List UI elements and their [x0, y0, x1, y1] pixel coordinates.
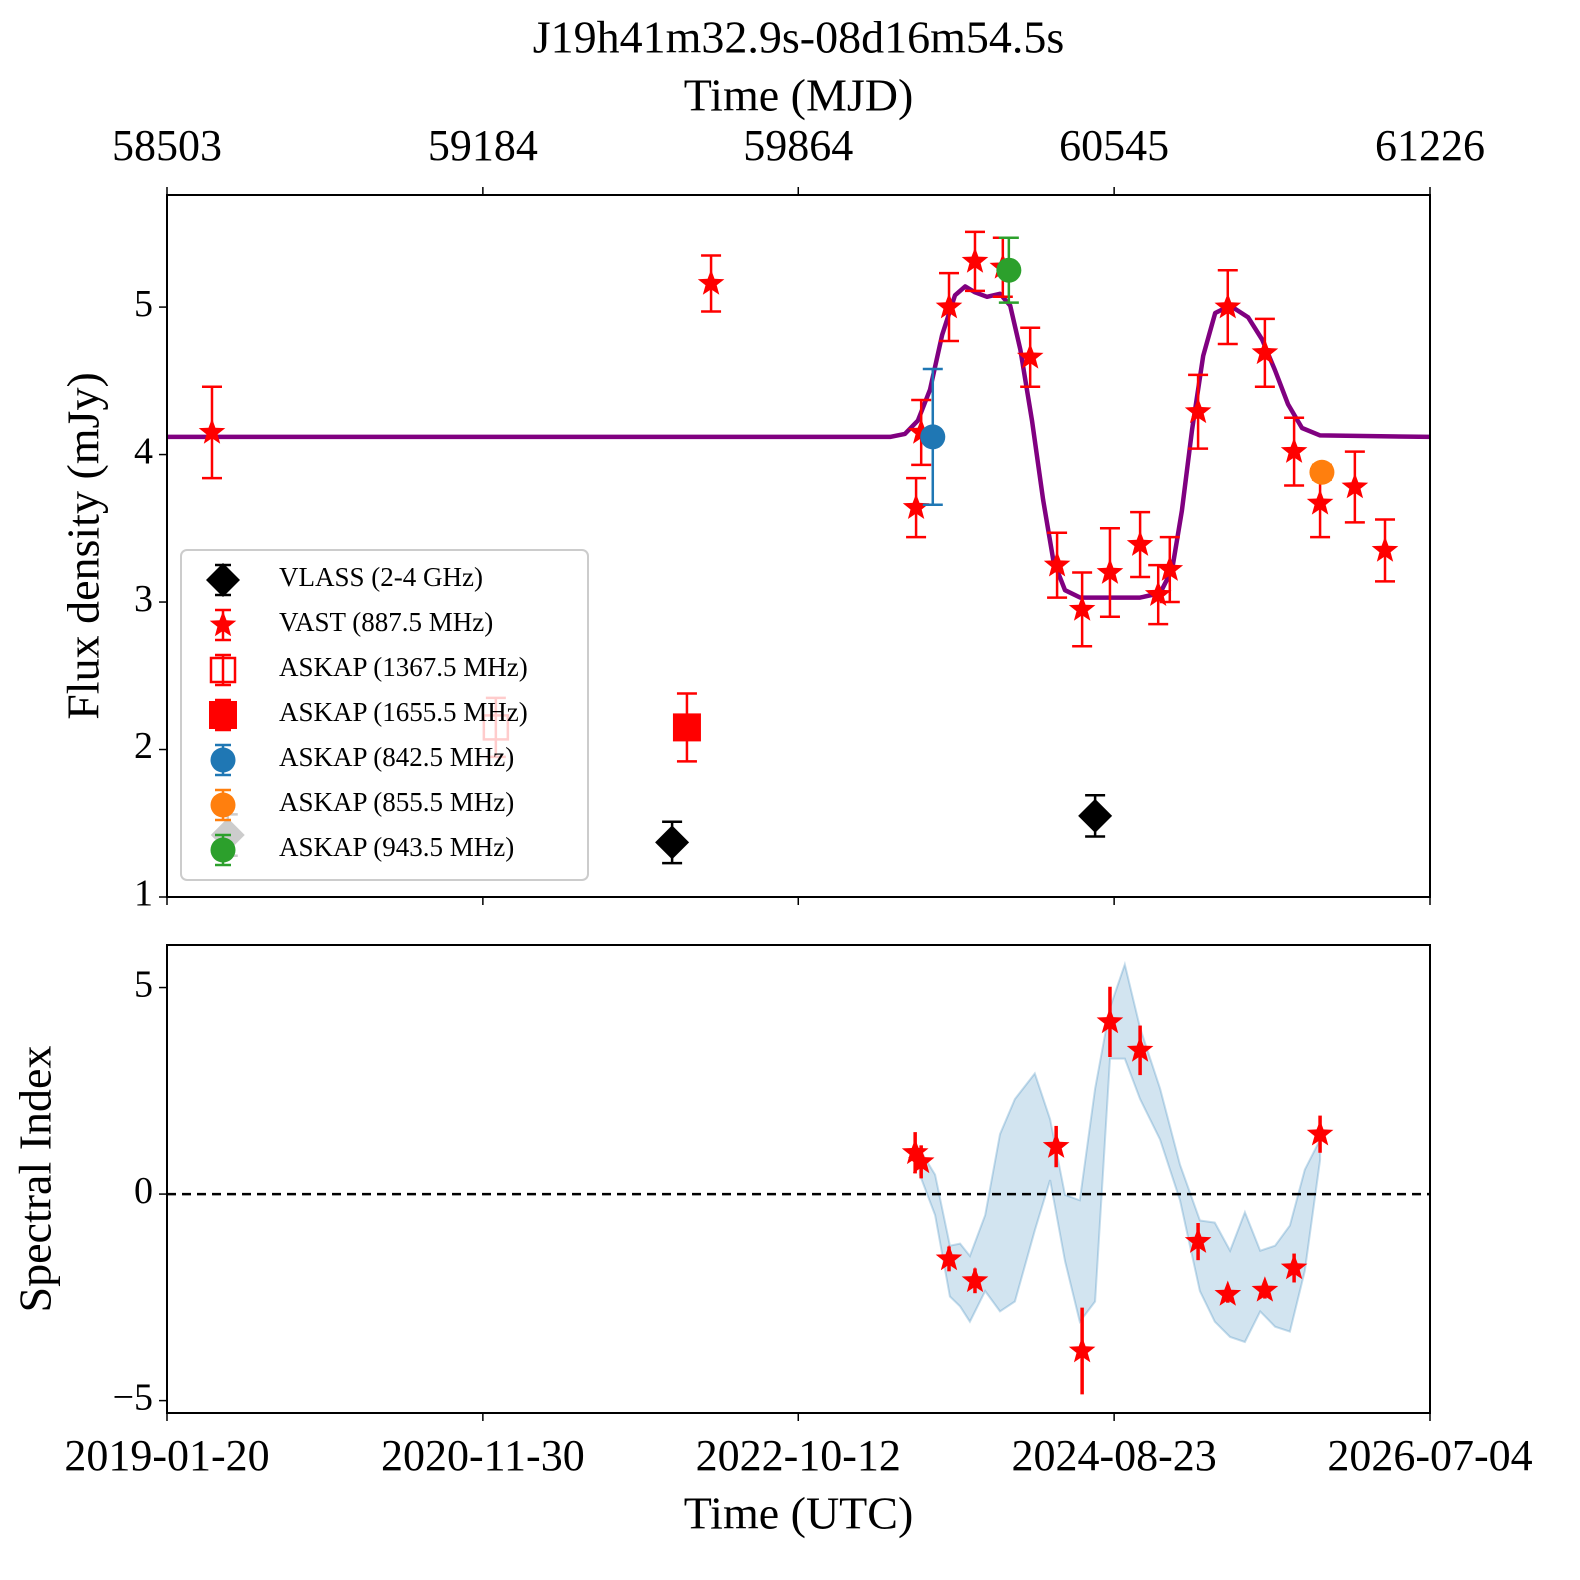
star-marker — [1184, 397, 1212, 424]
axes-frame — [166, 944, 1431, 1414]
star-marker — [1144, 580, 1172, 606]
legend-label: ASKAP (943.5 MHz) — [279, 832, 514, 862]
legend: VLASS (2-4 GHz) VAST (887.5 MHz) ASKAP (13… — [180, 549, 589, 881]
axes-frame — [166, 194, 1431, 898]
circle-marker — [996, 257, 1022, 283]
x-tick-label: 2026-07-04 — [1327, 1431, 1532, 1480]
legend-label: VAST (887.5 MHz) — [279, 607, 493, 637]
star-marker — [1016, 343, 1044, 369]
legend-marker — [209, 611, 237, 637]
circle-marker — [920, 424, 946, 450]
star-marker — [1096, 558, 1124, 584]
legend-label: VLASS (2-4 GHz) — [279, 562, 483, 592]
x-axis-label: Time (MJD) — [684, 70, 914, 121]
legend-marker — [209, 701, 237, 729]
star-marker — [1126, 530, 1154, 556]
star-marker — [1184, 1227, 1212, 1253]
y-axis-label: Flux density (mJy) — [58, 372, 109, 720]
x-tick-label: 59864 — [743, 121, 853, 170]
legend-label: ASKAP (1367.5 MHz) — [279, 652, 528, 682]
y-tick-label: 5 — [134, 283, 153, 325]
legend-marker — [209, 656, 237, 684]
star-marker — [907, 418, 935, 444]
legend-marker — [210, 747, 236, 773]
star-marker — [935, 293, 963, 319]
y-tick-label: 5 — [134, 963, 153, 1005]
x-axis-label: Time (UTC) — [684, 1488, 914, 1539]
y-axis-label: Spectral Index — [10, 1046, 61, 1313]
diamond-marker — [655, 825, 690, 860]
star-marker — [1341, 473, 1369, 499]
star-marker — [1306, 1120, 1334, 1146]
square-marker — [672, 713, 701, 742]
y-tick-label: −5 — [113, 1376, 153, 1418]
star-marker — [1068, 1337, 1096, 1363]
star-marker — [1280, 1254, 1308, 1280]
y-tick-label: 2 — [134, 725, 153, 767]
star-marker — [1126, 1036, 1154, 1062]
star-marker — [935, 1244, 963, 1271]
star-marker — [961, 1266, 989, 1293]
star-marker — [1043, 551, 1071, 577]
legend-marker — [210, 837, 236, 863]
star-marker — [901, 1138, 929, 1165]
star-marker — [961, 247, 989, 273]
y-tick-label: 1 — [134, 873, 153, 915]
x-tick-label: 2019-01-20 — [64, 1431, 269, 1480]
star-marker — [1096, 1007, 1124, 1034]
x-tick-label: 2022-10-12 — [696, 1431, 901, 1480]
star-marker — [1156, 555, 1184, 581]
star-marker — [1251, 1276, 1279, 1302]
star-marker — [1371, 536, 1399, 562]
legend-label: ASKAP (855.5 MHz) — [279, 787, 514, 817]
star-marker — [1214, 1280, 1242, 1306]
diamond-marker — [1078, 798, 1113, 833]
star-marker — [1251, 338, 1279, 365]
x-tick-label: 59184 — [428, 121, 538, 170]
circle-marker — [1309, 459, 1335, 485]
legend-label: ASKAP (842.5 MHz) — [279, 742, 514, 772]
star-marker — [198, 418, 226, 444]
y-tick-label: 0 — [134, 1170, 153, 1212]
chart-title: J19h41m32.9s-08d16m54.5s — [533, 12, 1065, 63]
confidence-band — [918, 960, 1322, 1344]
legend-label: ASKAP (1655.5 MHz) — [279, 697, 528, 727]
y-tick-label: 4 — [134, 430, 153, 472]
x-tick-label: 58503 — [112, 121, 222, 170]
star-marker — [1042, 1132, 1070, 1158]
plot-area — [167, 960, 1430, 1395]
star-marker — [1214, 293, 1242, 319]
y-tick-label: 3 — [134, 578, 153, 620]
star-marker — [1280, 437, 1308, 463]
x-tick-label: 2024-08-23 — [1011, 1431, 1216, 1480]
star-marker — [902, 493, 930, 519]
legend-marker — [210, 792, 236, 818]
x-tick-label: 60545 — [1059, 121, 1169, 170]
x-tick-label: 2020-11-30 — [381, 1431, 585, 1480]
star-marker — [907, 1147, 935, 1174]
star-marker — [697, 269, 725, 295]
legend-box — [180, 549, 589, 881]
legend-marker — [206, 563, 240, 597]
x-tick-label: 61226 — [1375, 121, 1485, 170]
star-marker — [1306, 489, 1334, 515]
star-marker — [1068, 595, 1096, 621]
